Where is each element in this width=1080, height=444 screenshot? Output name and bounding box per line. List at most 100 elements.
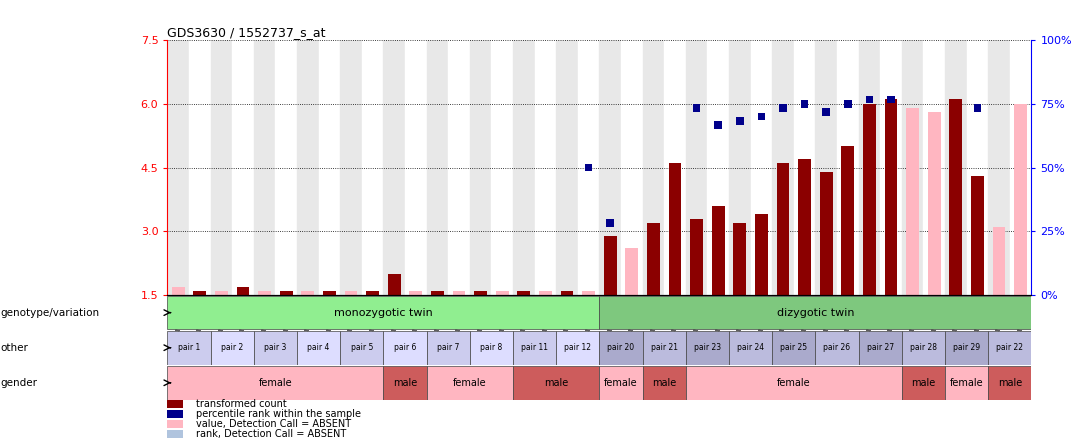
Bar bbox=[690, 218, 703, 295]
Bar bbox=[777, 163, 789, 295]
Bar bbox=[258, 291, 271, 295]
Text: pair 28: pair 28 bbox=[909, 343, 937, 352]
Text: male: male bbox=[652, 378, 676, 388]
Bar bbox=[491, 40, 513, 295]
Bar bbox=[780, 104, 787, 112]
Bar bbox=[578, 40, 599, 295]
Bar bbox=[923, 40, 945, 295]
Bar bbox=[453, 291, 465, 295]
Bar bbox=[427, 366, 513, 400]
Text: female: female bbox=[258, 378, 293, 388]
Bar bbox=[837, 40, 859, 295]
Bar bbox=[513, 40, 535, 295]
Text: percentile rank within the sample: percentile rank within the sample bbox=[195, 409, 361, 419]
Bar bbox=[988, 40, 1010, 295]
Bar bbox=[539, 291, 552, 295]
Bar bbox=[167, 296, 599, 329]
Bar bbox=[967, 40, 988, 295]
Bar bbox=[345, 291, 357, 295]
Bar bbox=[383, 40, 405, 295]
Text: pair 6: pair 6 bbox=[394, 343, 416, 352]
Text: pair 12: pair 12 bbox=[564, 343, 592, 352]
Bar bbox=[167, 430, 183, 438]
Bar bbox=[431, 291, 444, 295]
Bar bbox=[167, 331, 211, 365]
Bar bbox=[383, 331, 427, 365]
Bar bbox=[427, 40, 448, 295]
Bar bbox=[297, 40, 319, 295]
Bar bbox=[211, 40, 232, 295]
Bar bbox=[172, 286, 185, 295]
Bar bbox=[800, 100, 808, 107]
Bar bbox=[928, 112, 941, 295]
Text: female: female bbox=[949, 378, 984, 388]
Text: rank, Detection Call = ABSENT: rank, Detection Call = ABSENT bbox=[195, 429, 347, 439]
Bar bbox=[323, 291, 336, 295]
Bar bbox=[232, 40, 254, 295]
Bar bbox=[254, 40, 275, 295]
Bar bbox=[167, 40, 189, 295]
Bar bbox=[275, 40, 297, 295]
Bar bbox=[211, 331, 254, 365]
Text: value, Detection Call = ABSENT: value, Detection Call = ABSENT bbox=[195, 419, 351, 429]
Bar bbox=[945, 331, 988, 365]
Bar bbox=[880, 40, 902, 295]
Bar bbox=[585, 164, 592, 171]
Bar bbox=[945, 40, 967, 295]
Bar bbox=[167, 366, 383, 400]
Bar bbox=[906, 108, 919, 295]
Bar bbox=[974, 104, 982, 112]
Bar bbox=[362, 40, 383, 295]
Bar bbox=[254, 331, 297, 365]
Bar bbox=[474, 291, 487, 295]
Bar bbox=[902, 366, 945, 400]
Bar bbox=[902, 331, 945, 365]
Bar bbox=[1010, 40, 1031, 295]
Bar bbox=[845, 100, 852, 107]
Bar bbox=[885, 99, 897, 295]
Bar bbox=[669, 163, 681, 295]
Bar bbox=[535, 40, 556, 295]
Bar bbox=[448, 40, 470, 295]
Text: pair 21: pair 21 bbox=[650, 343, 678, 352]
Bar bbox=[625, 248, 638, 295]
Bar bbox=[798, 159, 811, 295]
Bar bbox=[556, 331, 599, 365]
Bar bbox=[794, 40, 815, 295]
Bar bbox=[863, 104, 876, 295]
Text: dizygotic twin: dizygotic twin bbox=[777, 308, 854, 317]
Bar bbox=[599, 366, 643, 400]
Bar bbox=[215, 291, 228, 295]
Bar bbox=[815, 40, 837, 295]
Bar bbox=[599, 331, 643, 365]
Bar bbox=[427, 331, 470, 365]
Text: female: female bbox=[604, 378, 638, 388]
Bar bbox=[733, 223, 746, 295]
Bar bbox=[607, 219, 613, 226]
Bar bbox=[859, 40, 880, 295]
Bar bbox=[729, 331, 772, 365]
Bar bbox=[470, 331, 513, 365]
Bar bbox=[167, 410, 183, 418]
Bar bbox=[772, 331, 815, 365]
Bar bbox=[820, 172, 833, 295]
Bar bbox=[301, 291, 314, 295]
Text: pair 5: pair 5 bbox=[351, 343, 373, 352]
Bar bbox=[470, 40, 491, 295]
Bar bbox=[340, 40, 362, 295]
Bar bbox=[193, 291, 206, 295]
Bar bbox=[888, 95, 895, 103]
Bar bbox=[823, 108, 831, 116]
Text: pair 7: pair 7 bbox=[437, 343, 459, 352]
Text: pair 2: pair 2 bbox=[221, 343, 243, 352]
Bar bbox=[604, 236, 617, 295]
Text: pair 1: pair 1 bbox=[178, 343, 200, 352]
Bar bbox=[993, 227, 1005, 295]
Text: male: male bbox=[393, 378, 417, 388]
Bar bbox=[599, 40, 621, 295]
Text: pair 4: pair 4 bbox=[308, 343, 329, 352]
Bar bbox=[949, 99, 962, 295]
Bar bbox=[599, 296, 1031, 329]
Bar bbox=[383, 366, 427, 400]
Text: female: female bbox=[777, 378, 811, 388]
